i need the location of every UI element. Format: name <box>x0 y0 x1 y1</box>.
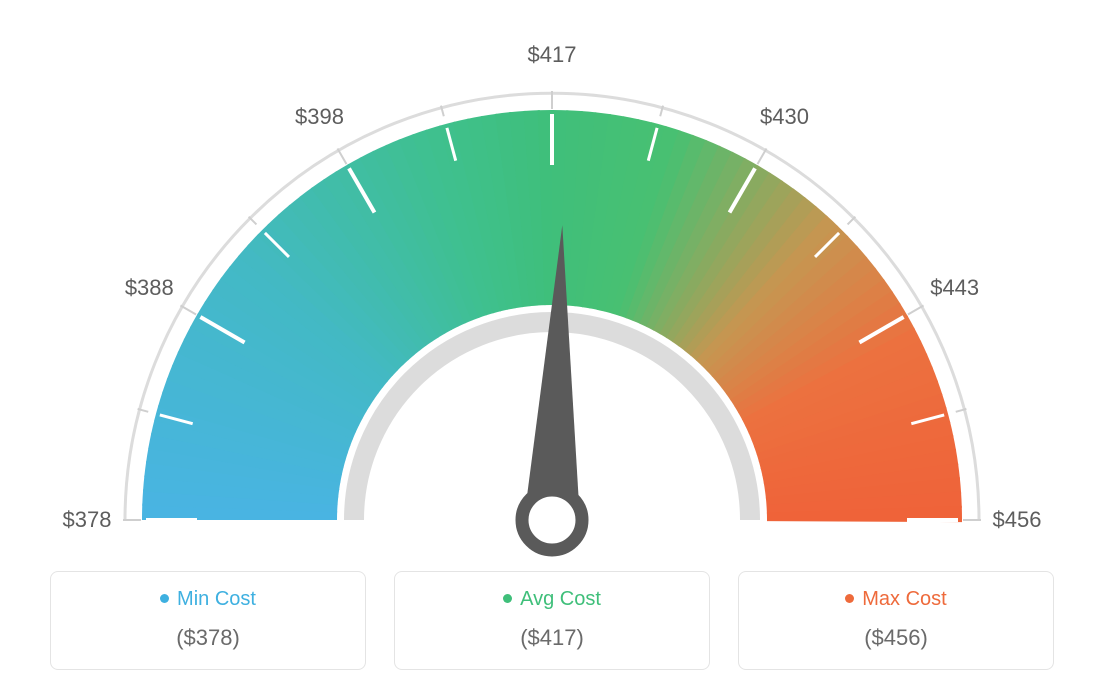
tick-label: $398 <box>295 104 344 130</box>
tick-label: $417 <box>528 42 577 68</box>
legend-value-avg: ($417) <box>395 625 709 651</box>
legend-card-avg: Avg Cost ($417) <box>394 571 710 670</box>
legend-card-min: Min Cost ($378) <box>50 571 366 670</box>
legend-label-max-text: Max Cost <box>862 588 946 610</box>
legend-value-max: ($456) <box>739 625 1053 651</box>
legend-card-max: Max Cost ($456) <box>738 571 1054 670</box>
legend-dot-max <box>845 594 854 603</box>
tick-label: $443 <box>930 275 979 301</box>
legend-dot-min <box>160 594 169 603</box>
legend-dot-avg <box>503 594 512 603</box>
legend-label-avg: Avg Cost <box>395 588 709 611</box>
tick-label: $430 <box>760 104 809 130</box>
legend-label-max: Max Cost <box>739 588 1053 611</box>
chart-container: $378 $388 $398 $417 $430 $443 $456 Min Cost ($… <box>0 0 1104 690</box>
legend-label-min: Min Cost <box>51 588 365 611</box>
legend-label-avg-text: Avg Cost <box>520 588 601 610</box>
gauge-chart: $378 $388 $398 $417 $430 $443 $456 <box>0 0 1104 560</box>
tick-label: $388 <box>125 275 174 301</box>
legend-label-min-text: Min Cost <box>177 588 256 610</box>
tick-label: $456 <box>993 507 1042 533</box>
legend-value-min: ($378) <box>51 625 365 651</box>
legend: Min Cost ($378) Avg Cost ($417) Max Cost… <box>50 571 1054 670</box>
tick-label: $378 <box>63 507 112 533</box>
